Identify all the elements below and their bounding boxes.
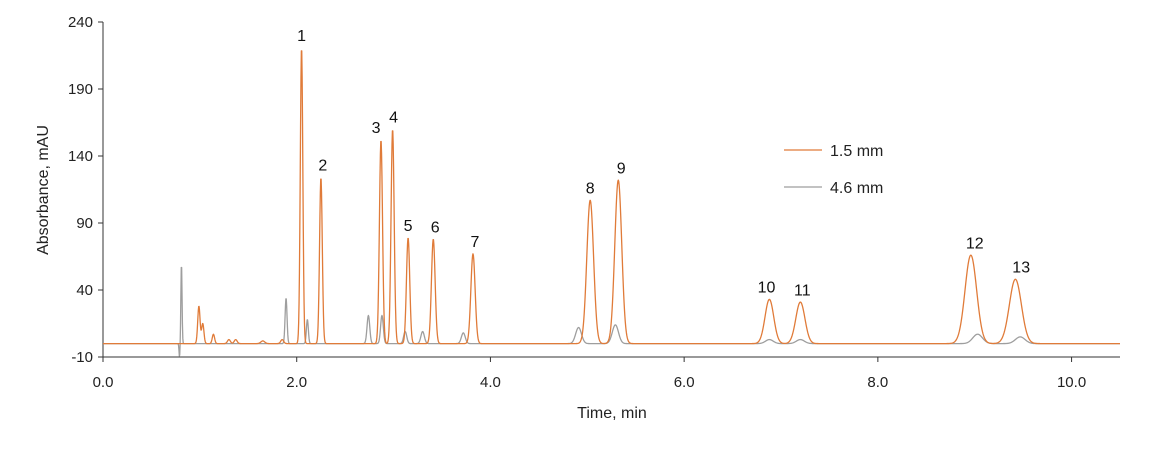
- y-tick-label: 190: [68, 81, 93, 98]
- peak-label: 12: [966, 235, 984, 252]
- x-tick-label: 8.0: [867, 374, 888, 391]
- y-tick-label: 40: [76, 282, 93, 299]
- peak-label: 6: [431, 219, 440, 236]
- x-tick-label: 6.0: [674, 374, 695, 391]
- peak-label: 2: [318, 158, 327, 175]
- peak-label: 13: [1012, 260, 1030, 277]
- y-axis-title: Absorbance, mAU: [35, 125, 52, 255]
- y-axis-title-text: Absorbance, mAU: [35, 125, 52, 255]
- x-tick-label: 4.0: [480, 374, 501, 391]
- x-axis-ticks: 0.0 2.0 4.0 6.0 8.0 10.0: [93, 357, 1086, 391]
- x-tick-label: 2.0: [286, 374, 307, 391]
- series-line-1: [102, 50, 1121, 345]
- x-axis-title: Time, min: [577, 405, 647, 422]
- y-axis-ticks: -10 40 90 140 190 240: [68, 14, 103, 366]
- legend-label-series-2: 4.6 mm: [830, 180, 883, 197]
- axes: [102, 22, 1120, 358]
- legend: 1.5 mm 4.6 mm: [784, 143, 883, 197]
- legend-label-series-1: 1.5 mm: [830, 143, 883, 160]
- peak-label: 8: [586, 181, 595, 198]
- peak-label: 9: [617, 160, 626, 177]
- peak-label: 3: [372, 120, 381, 137]
- y-tick-label: 90: [76, 215, 93, 232]
- peak-label: 10: [758, 280, 776, 297]
- series-lines: [102, 50, 1121, 357]
- peak-label: 5: [404, 218, 413, 235]
- y-tick-label: 240: [68, 14, 93, 31]
- y-tick-label: 140: [68, 148, 93, 165]
- x-tick-label: 0.0: [93, 374, 114, 391]
- peak-label: 1: [297, 28, 306, 45]
- peak-label: 4: [389, 110, 398, 127]
- peak-label: 11: [794, 282, 811, 299]
- x-tick-label: 10.0: [1057, 374, 1086, 391]
- y-tick-label: -10: [71, 349, 93, 366]
- peak-label: 7: [470, 234, 479, 251]
